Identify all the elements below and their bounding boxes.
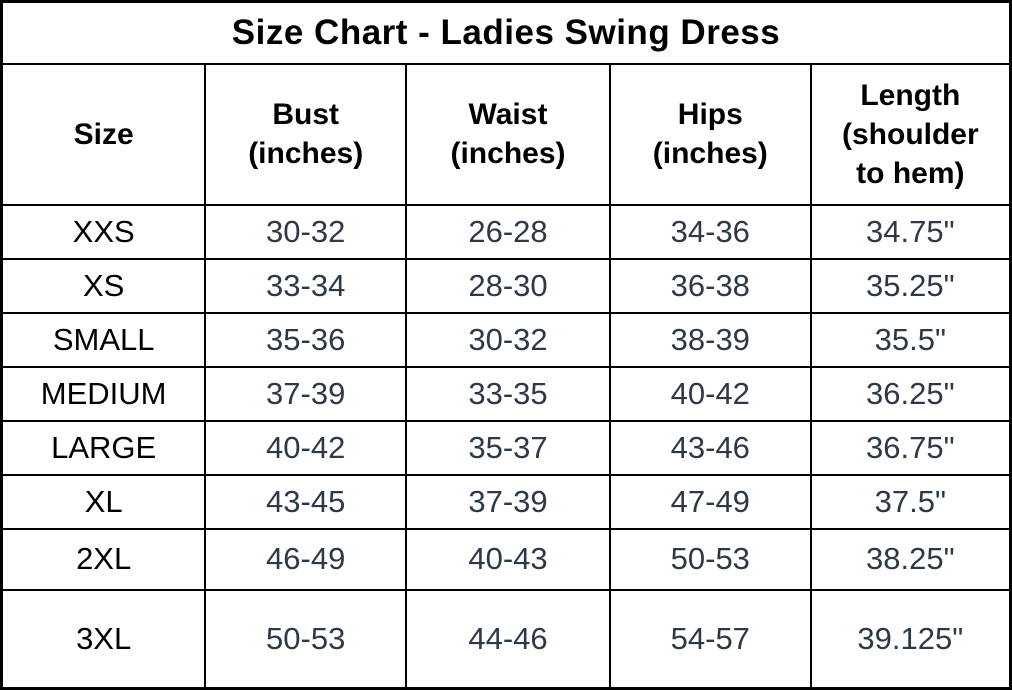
bust-value: 46-49 — [204, 527, 408, 591]
table-row-xxs: XXS 30-32 26-28 34-36 34.75" — [0, 203, 1012, 260]
size-label: SMALL — [0, 311, 207, 368]
column-header-size: Size — [0, 62, 207, 206]
bust-value: 33-34 — [204, 257, 408, 314]
waist-value: 28-30 — [405, 257, 611, 314]
length-value: 35.5" — [809, 311, 1012, 368]
column-header-length: Length (shoulder to hem) — [809, 62, 1012, 206]
column-header-hips: Hips (inches) — [608, 62, 812, 206]
size-label: 2XL — [0, 527, 207, 591]
hips-value: 47-49 — [608, 473, 812, 530]
header-row: Size Bust (inches) Waist (inches) Hips (… — [0, 62, 1012, 206]
chart-title: Size Chart - Ladies Swing Dress — [0, 0, 1012, 65]
waist-value: 33-35 — [405, 365, 611, 422]
table-row-2xl: 2XL 46-49 40-43 50-53 38.25" — [0, 527, 1012, 591]
column-header-waist: Waist (inches) — [405, 62, 611, 206]
bust-value: 40-42 — [204, 419, 408, 476]
bust-value: 37-39 — [204, 365, 408, 422]
bust-value: 50-53 — [204, 588, 408, 690]
bust-value: 30-32 — [204, 203, 408, 260]
hips-value: 40-42 — [608, 365, 812, 422]
table-row-large: LARGE 40-42 35-37 43-46 36.75" — [0, 419, 1012, 476]
table-row-xs: XS 33-34 28-30 36-38 35.25" — [0, 257, 1012, 314]
table-row-medium: MEDIUM 37-39 33-35 40-42 36.25" — [0, 365, 1012, 422]
hips-value: 43-46 — [608, 419, 812, 476]
waist-value: 40-43 — [405, 527, 611, 591]
hips-value: 34-36 — [608, 203, 812, 260]
length-value: 36.75" — [809, 419, 1012, 476]
length-value: 39.125" — [809, 588, 1012, 690]
bust-value: 43-45 — [204, 473, 408, 530]
table-row-xl: XL 43-45 37-39 47-49 37.5" — [0, 473, 1012, 530]
bust-value: 35-36 — [204, 311, 408, 368]
table-row-3xl: 3XL 50-53 44-46 54-57 39.125" — [0, 588, 1012, 690]
waist-value: 35-37 — [405, 419, 611, 476]
waist-value: 44-46 — [405, 588, 611, 690]
length-value: 37.5" — [809, 473, 1012, 530]
size-label: MEDIUM — [0, 365, 207, 422]
hips-value: 38-39 — [608, 311, 812, 368]
hips-value: 36-38 — [608, 257, 812, 314]
hips-value: 54-57 — [608, 588, 812, 690]
waist-value: 26-28 — [405, 203, 611, 260]
hips-value: 50-53 — [608, 527, 812, 591]
waist-value: 37-39 — [405, 473, 611, 530]
column-header-bust: Bust (inches) — [204, 62, 408, 206]
length-value: 34.75" — [809, 203, 1012, 260]
title-row: Size Chart - Ladies Swing Dress — [0, 0, 1012, 65]
size-label: LARGE — [0, 419, 207, 476]
length-value: 36.25" — [809, 365, 1012, 422]
size-label: XXS — [0, 203, 207, 260]
waist-value: 30-32 — [405, 311, 611, 368]
size-label: XS — [0, 257, 207, 314]
size-label: 3XL — [0, 588, 207, 690]
table-row-small: SMALL 35-36 30-32 38-39 35.5" — [0, 311, 1012, 368]
size-label: XL — [0, 473, 207, 530]
length-value: 35.25" — [809, 257, 1012, 314]
length-value: 38.25" — [809, 527, 1012, 591]
